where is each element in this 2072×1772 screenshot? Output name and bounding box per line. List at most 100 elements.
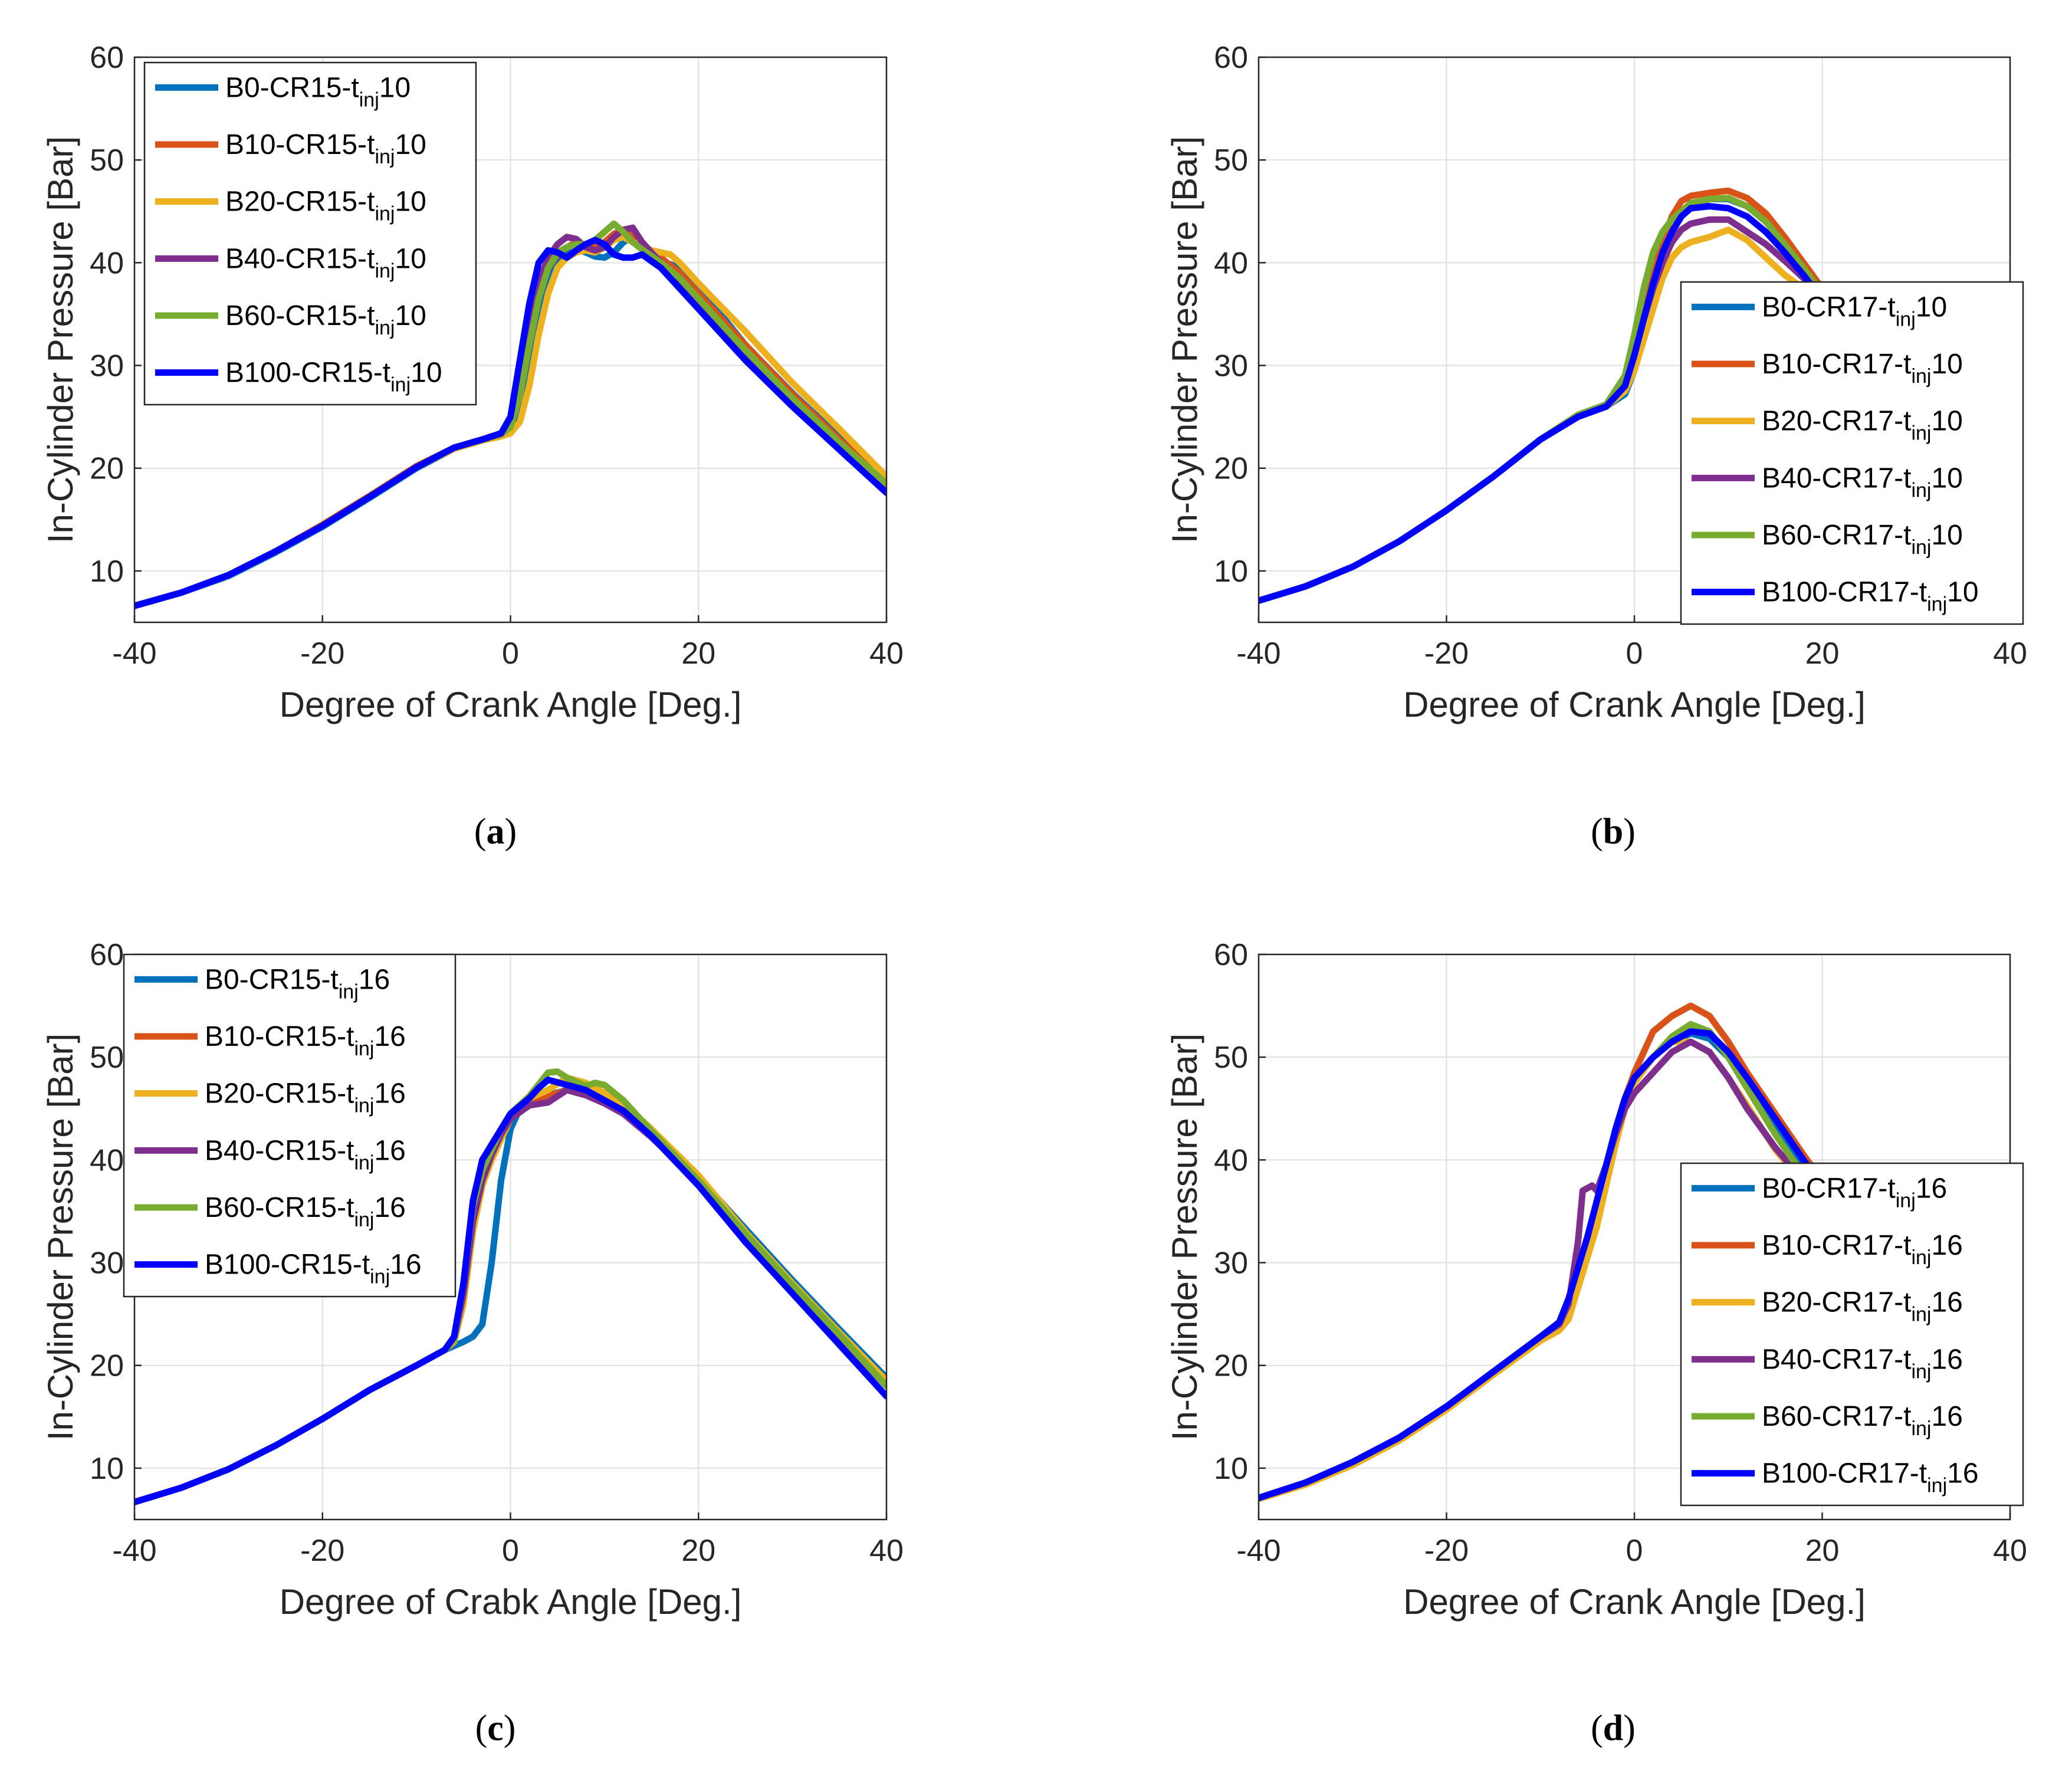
y-tick-label: 30 (1214, 1246, 1248, 1281)
legend-label: B60-CR17-tinj16 (1762, 1401, 1963, 1440)
x-tick-label: -40 (1236, 636, 1280, 671)
series-line-B100-CR17-tinj16 (1259, 1028, 1825, 1501)
y-tick-label: 20 (1214, 1349, 1248, 1383)
x-tick-label: -40 (1236, 1534, 1280, 1568)
x-tick-label: 20 (1805, 636, 1840, 671)
series-line-B100-CR17-tinj10 (1259, 203, 1825, 604)
x-axis-label: Degree of Crank Angle [Deg.] (1403, 685, 1866, 724)
legend-label: B10-CR17-tinj16 (1762, 1230, 1963, 1269)
panel-caption: (b) (1591, 812, 1636, 852)
y-tick-label: 50 (90, 143, 124, 178)
y-tick-label: 20 (90, 452, 124, 486)
legend-label: B40-CR17-tinj10 (1762, 462, 1963, 501)
x-tick-label: -20 (300, 1534, 344, 1568)
legend-label: B40-CR15-tinj16 (205, 1135, 406, 1174)
y-axis-label: In-Cylinder Pressure [Bar] (1165, 1033, 1204, 1440)
panel-caption: (a) (474, 812, 517, 852)
y-tick-label: 40 (90, 246, 124, 280)
legend-label: B100-CR15-tinj10 (225, 357, 442, 396)
y-tick-label: 10 (90, 554, 124, 589)
y-tick-label: 10 (1214, 1452, 1248, 1486)
x-tick-label: -20 (1424, 636, 1469, 671)
chart-panel-b: -40 -20 0 20 40 10 20 30 40 50 60 Degree of Crank A… (1165, 41, 2027, 852)
series-line-B100-CR15-tinj16 (134, 1077, 886, 1505)
y-tick-label: 60 (90, 938, 124, 972)
y-tick-label: 40 (1214, 246, 1248, 280)
x-tick-label: -20 (1424, 1534, 1469, 1568)
x-tick-label: -40 (112, 636, 156, 671)
legend-label: B20-CR15-tinj10 (225, 186, 426, 225)
x-tick-label: 0 (502, 1534, 519, 1568)
x-tick-label: -40 (112, 1534, 156, 1568)
y-axis-label: In-Cylinder Pressure [Bar] (1165, 136, 1204, 543)
y-tick-label: 40 (1214, 1143, 1248, 1177)
y-tick-label: 50 (1214, 143, 1248, 178)
y-tick-label: 60 (1214, 938, 1248, 972)
legend-label: B40-CR15-tinj10 (225, 243, 426, 282)
legend-label: B40-CR17-tinj16 (1762, 1344, 1963, 1383)
series-line-B100-CR15-tinj10 (134, 237, 886, 609)
legend-label: B60-CR17-tinj10 (1762, 520, 1963, 559)
chart-panel-c: -40 -20 0 20 40 10 20 30 40 50 60 Degree of Crabk A… (41, 938, 904, 1748)
legend-label: B100-CR17-tinj16 (1762, 1458, 1979, 1497)
legend-box (1680, 281, 2024, 625)
legend: B0-CR15-tinj10 B10-CR15-tinj10 B20-CR15-ti… (143, 61, 477, 406)
legend-label: B10-CR15-tinj16 (205, 1021, 406, 1060)
legend-label: B0-CR15-tinj10 (225, 72, 411, 111)
x-tick-label: 0 (1626, 1534, 1643, 1568)
legend-label: B20-CR15-tinj16 (205, 1078, 406, 1117)
x-tick-label: 20 (1805, 1534, 1840, 1568)
y-axis-label: In-Cylinder Pressure [Bar] (41, 136, 80, 543)
x-tick-label: 20 (681, 636, 715, 671)
y-tick-label: 10 (90, 1452, 124, 1486)
series-group (134, 220, 886, 609)
legend-label: B20-CR17-tinj16 (1762, 1287, 1963, 1326)
legend-box (123, 953, 457, 1298)
legend-label: B60-CR15-tinj16 (205, 1192, 406, 1231)
chart-panel-a: -40 -20 0 20 40 10 20 30 40 50 60 Degree of Crank A… (41, 41, 904, 852)
x-axis-label: Degree of Crabk Angle [Deg.] (280, 1582, 742, 1622)
y-axis-label: In-Cylinder Pressure [Bar] (41, 1033, 80, 1440)
x-tick-label: -20 (300, 636, 344, 671)
x-tick-label: 20 (681, 1534, 715, 1568)
x-tick-label: 40 (1993, 1534, 2027, 1568)
y-tick-label: 50 (90, 1041, 124, 1075)
x-axis-label: Degree of Crank Angle [Deg.] (1403, 1582, 1866, 1622)
legend-label: B100-CR17-tinj10 (1762, 577, 1979, 616)
series-group (134, 1068, 886, 1505)
series-group (1259, 187, 1825, 604)
y-tick-label: 20 (1214, 452, 1248, 486)
y-tick-label: 10 (1214, 554, 1248, 589)
legend: B0-CR17-tinj10 B10-CR17-tinj10 B20-CR17-ti… (1680, 281, 2024, 625)
legend-label: B10-CR15-tinj10 (225, 129, 426, 168)
x-tick-label: 40 (869, 1534, 904, 1568)
legend: B0-CR17-tinj16 B10-CR17-tinj16 B20-CR17-ti… (1680, 1162, 2024, 1507)
legend-label: B0-CR15-tinj16 (205, 964, 390, 1003)
y-tick-label: 60 (1214, 41, 1248, 75)
x-tick-label: 40 (869, 636, 904, 671)
panel-caption: (c) (475, 1708, 516, 1748)
legend-box (1680, 1162, 2024, 1507)
legend-label: B20-CR17-tinj10 (1762, 406, 1963, 445)
legend: B0-CR15-tinj16 B10-CR15-tinj16 B20-CR15-ti… (123, 953, 457, 1298)
legend-label: B100-CR15-tinj16 (205, 1249, 422, 1288)
x-axis-label: Degree of Crank Angle [Deg.] (280, 685, 742, 724)
y-tick-label: 20 (90, 1349, 124, 1383)
y-tick-label: 30 (1214, 349, 1248, 383)
y-tick-label: 30 (90, 349, 124, 383)
legend-label: B60-CR15-tinj10 (225, 300, 426, 339)
series-group (1259, 1002, 1825, 1502)
legend-label: B0-CR17-tinj10 (1762, 291, 1947, 330)
y-tick-label: 40 (90, 1143, 124, 1177)
x-tick-label: 40 (1993, 636, 2027, 671)
legend-label: B0-CR17-tinj16 (1762, 1173, 1947, 1212)
x-tick-label: 0 (502, 636, 519, 671)
panel-caption: (d) (1591, 1708, 1636, 1748)
chart-panel-d: -40 -20 0 20 40 10 20 30 40 50 60 Degree of Crank A… (1165, 938, 2027, 1748)
y-tick-label: 60 (90, 41, 124, 75)
y-tick-label: 50 (1214, 1041, 1248, 1075)
legend-label: B10-CR17-tinj10 (1762, 349, 1963, 388)
legend-box (143, 61, 477, 406)
x-tick-label: 0 (1626, 636, 1643, 671)
